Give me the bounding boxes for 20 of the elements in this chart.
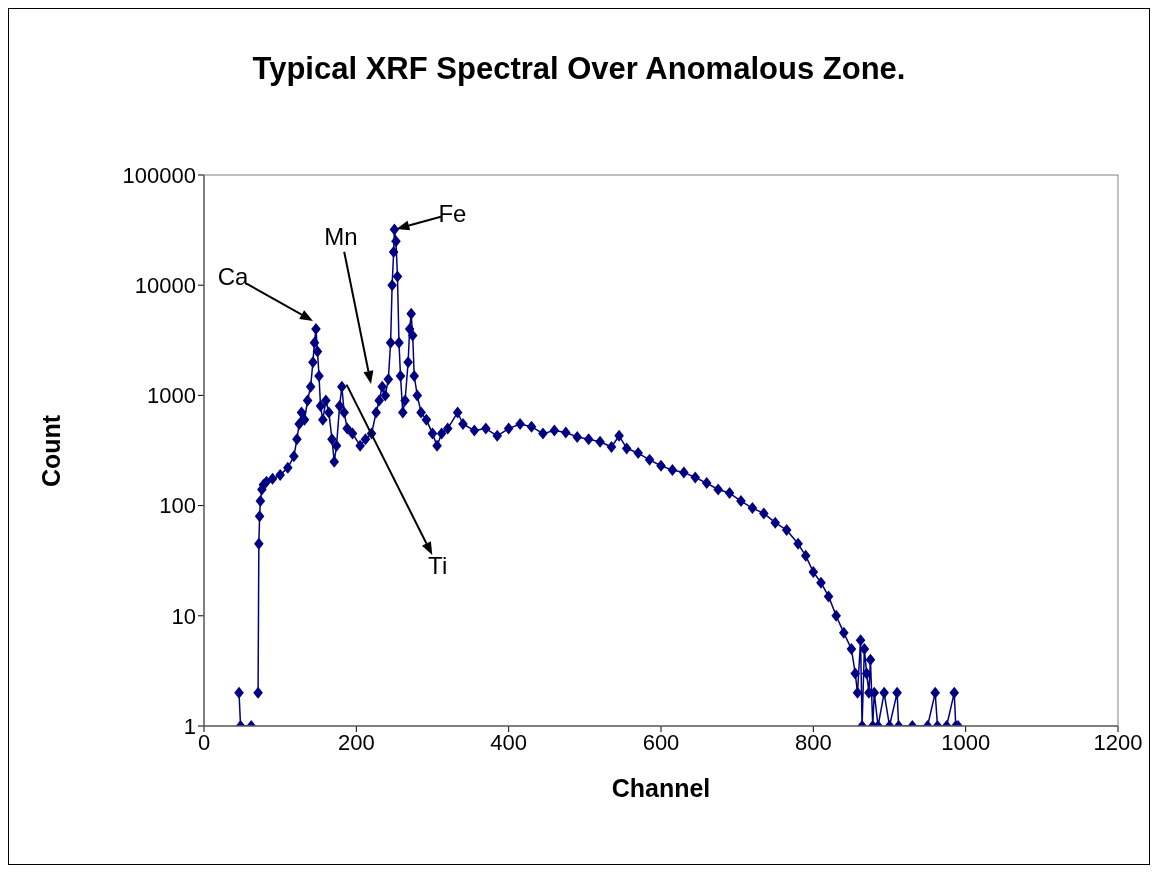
annotation: Mn [324, 222, 358, 250]
chart-title: Typical XRF Spectral Over Anomalous Zone. [251, 51, 907, 87]
x-tick-label: 800 [794, 729, 832, 755]
x-tick-label: 1000 [941, 729, 991, 755]
x-axis-title: Channel [610, 774, 712, 803]
y-tick-label: 100000 [122, 162, 196, 188]
x-tick-label: 1200 [1093, 729, 1143, 755]
annotation: Ti [428, 552, 448, 580]
annotation: Fe [438, 200, 467, 228]
y-tick-label: 1 [183, 713, 196, 739]
x-tick-label: 200 [337, 729, 375, 755]
x-tick-label: 600 [642, 729, 680, 755]
annotation: Ca [217, 262, 249, 290]
x-tick-label: 0 [197, 729, 211, 755]
y-axis-title: Count [36, 414, 66, 487]
y-tick-label: 10000 [134, 273, 196, 299]
y-tick-label: 1000 [147, 383, 196, 409]
y-tick-label: 100 [159, 493, 196, 519]
x-tick-label: 400 [490, 729, 528, 755]
y-tick-label: 10 [171, 603, 196, 629]
